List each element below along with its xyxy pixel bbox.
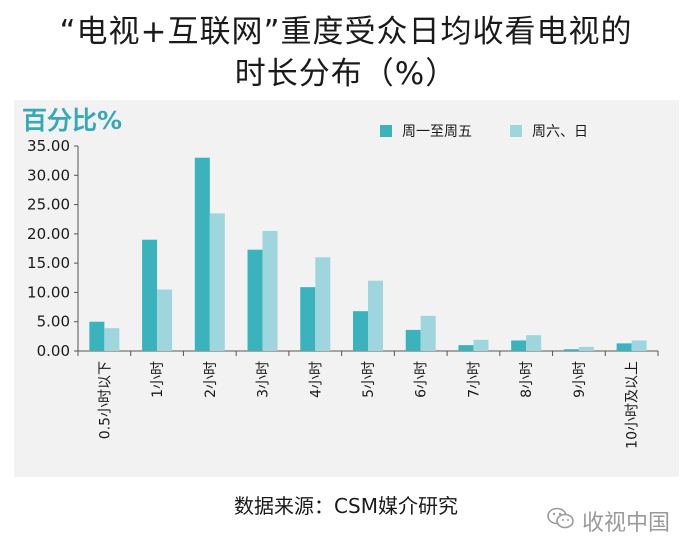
bar-weekend	[262, 230, 278, 351]
chart-title-line1: “电视+互联网”重度受众日均收看电视的	[59, 14, 633, 50]
bar-weekend	[104, 328, 120, 351]
bar-weekend	[209, 213, 225, 351]
x-tick-label: 7小时	[466, 361, 482, 398]
legend-swatch-weekend	[510, 125, 522, 137]
y-tick-label: 25.00	[27, 196, 70, 214]
watermark: 收视中国	[546, 505, 670, 537]
wechat-icon	[546, 506, 576, 536]
bar-weekend	[315, 257, 331, 351]
y-axis-unit-label: 百分比%	[22, 106, 123, 135]
bar-weekday	[89, 321, 105, 351]
x-tick-label: 9小时	[572, 361, 588, 398]
bar-weekday	[247, 249, 263, 351]
bar-weekend	[578, 346, 594, 351]
bar-weekday	[142, 239, 158, 351]
y-tick-label: 35.00	[27, 137, 70, 155]
bar-weekday	[405, 329, 421, 351]
legend-label-weekend: 周六、日	[532, 124, 588, 140]
bar-weekend	[526, 335, 542, 351]
x-tick-label: 3小时	[256, 361, 272, 398]
x-tick-label: 1小时	[150, 361, 166, 398]
bar-weekday	[300, 287, 316, 351]
data-source-note: 数据来源：CSM媒介研究	[234, 494, 458, 518]
x-tick-label: 6小时	[414, 361, 430, 398]
x-tick-label: 10小时及以上	[625, 361, 641, 449]
bar-weekend	[473, 339, 489, 351]
bar-weekday	[563, 349, 579, 351]
y-tick-label: 30.00	[27, 166, 70, 184]
x-tick-label: 8小时	[519, 361, 535, 398]
bar-weekend	[368, 280, 383, 351]
y-tick-label: 15.00	[27, 254, 70, 272]
chart-title-line2: 时长分布（%）	[234, 56, 458, 92]
bar-weekday	[458, 345, 474, 351]
bar-weekday	[194, 157, 210, 351]
legend-item-weekday: 周一至周五	[380, 121, 472, 141]
bar-weekday	[511, 340, 527, 351]
x-tick-label: 4小时	[308, 361, 324, 398]
y-tick-label: 5.00	[37, 313, 70, 331]
bar-weekend	[631, 340, 647, 351]
watermark-text: 收视中国	[581, 511, 670, 536]
legend-label-weekday: 周一至周五	[402, 124, 472, 140]
y-tick-label: 0.00	[37, 342, 70, 360]
bar-weekend	[420, 315, 436, 351]
bar-weekday	[353, 311, 368, 351]
bar-weekday	[616, 343, 632, 351]
chart-panel	[14, 100, 679, 477]
y-tick-label: 20.00	[27, 225, 70, 243]
x-tick-label: 2小时	[203, 361, 219, 398]
x-tick-label: 5小时	[361, 361, 377, 398]
y-tick-label: 10.00	[27, 283, 70, 301]
legend-swatch-weekday	[380, 125, 392, 137]
x-tick-label: 0.5小时以下	[97, 361, 113, 439]
bar-weekend	[157, 289, 173, 351]
legend-item-weekend: 周六、日	[510, 121, 588, 141]
